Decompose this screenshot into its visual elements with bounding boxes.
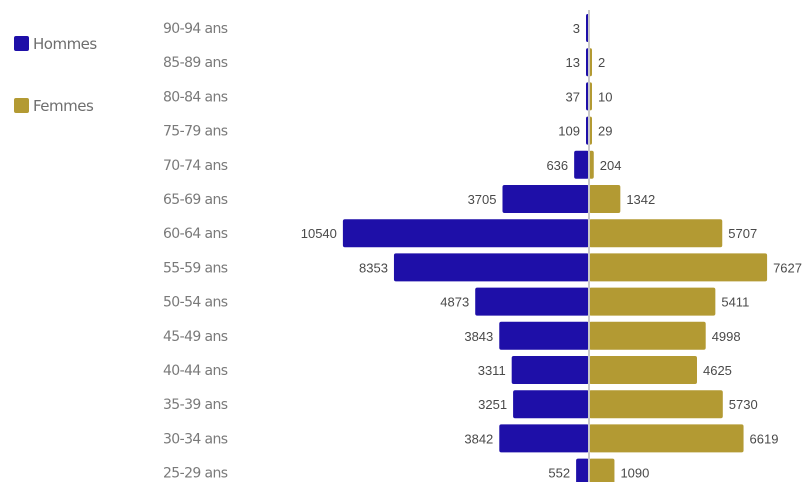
age-label: 40-44 ans — [163, 363, 228, 379]
value-label-femmes: 10 — [598, 89, 612, 104]
legend-label-femmes: Femmes — [33, 97, 94, 115]
bar-femmes — [589, 356, 697, 384]
bar-hommes — [393, 253, 589, 282]
age-label: 45-49 ans — [163, 329, 228, 345]
legend-label-hommes: Hommes — [33, 35, 97, 53]
value-label-femmes: 7627 — [773, 260, 802, 275]
value-label-hommes: 109 — [558, 124, 580, 139]
age-label: 30-34 ans — [163, 431, 228, 447]
bar-femmes — [589, 185, 621, 213]
age-label: 65-69 ans — [163, 192, 228, 208]
value-label-hommes: 636 — [546, 158, 568, 173]
age-label: 25-29 ans — [163, 466, 228, 482]
value-label-femmes: 4998 — [712, 329, 741, 344]
age-label: 50-54 ans — [163, 295, 228, 311]
bar-femmes — [589, 458, 615, 482]
bar-hommes — [342, 219, 589, 248]
legend-swatch-femmes — [14, 98, 29, 113]
value-label-femmes: 1342 — [626, 192, 655, 207]
value-label-femmes: 204 — [600, 158, 622, 173]
bar-femmes — [589, 253, 768, 282]
bar-hommes — [502, 185, 589, 213]
bar-femmes — [589, 219, 723, 248]
legend-swatch-hommes — [14, 36, 29, 51]
age-label: 55-59 ans — [163, 260, 228, 276]
value-label-femmes: 5730 — [729, 397, 758, 412]
bar-hommes — [576, 458, 589, 482]
value-label-hommes: 3705 — [468, 192, 497, 207]
value-label-femmes: 1090 — [620, 466, 649, 481]
value-label-hommes: 4873 — [440, 295, 469, 310]
age-label: 80-84 ans — [163, 89, 228, 105]
value-label-hommes: 552 — [548, 466, 570, 481]
value-label-hommes: 3311 — [478, 363, 506, 378]
value-label-femmes: 29 — [598, 124, 612, 139]
value-label-hommes: 3251 — [478, 397, 507, 412]
bar-femmes — [589, 424, 744, 453]
value-label-hommes: 37 — [566, 89, 580, 104]
age-label: 60-64 ans — [163, 226, 228, 242]
value-label-hommes: 8353 — [359, 260, 388, 275]
bar-hommes — [499, 321, 589, 350]
bar-femmes — [589, 150, 594, 179]
bar-hommes — [574, 150, 589, 179]
bar-hommes — [513, 390, 589, 419]
age-label: 70-74 ans — [163, 158, 228, 174]
value-label-hommes: 3 — [573, 21, 580, 36]
bar-femmes — [589, 287, 716, 316]
value-label-hommes: 3842 — [464, 431, 493, 446]
value-label-femmes: 2 — [598, 55, 605, 70]
bar-hommes — [475, 287, 589, 316]
value-label-femmes: 5411 — [721, 295, 749, 310]
bar-femmes — [589, 390, 723, 419]
age-label: 85-89 ans — [163, 55, 228, 71]
bar-hommes — [511, 356, 589, 384]
bar-femmes — [589, 321, 706, 350]
value-label-femmes: 5707 — [728, 226, 757, 241]
value-label-hommes: 10540 — [301, 226, 337, 241]
age-label: 35-39 ans — [163, 397, 228, 413]
value-label-hommes: 3843 — [464, 329, 493, 344]
age-label: 90-94 ans — [163, 21, 228, 37]
bar-hommes — [499, 424, 589, 453]
age-label: 75-79 ans — [163, 124, 228, 140]
value-label-hommes: 13 — [566, 55, 580, 70]
value-label-femmes: 4625 — [703, 363, 732, 378]
value-label-femmes: 6619 — [750, 431, 779, 446]
